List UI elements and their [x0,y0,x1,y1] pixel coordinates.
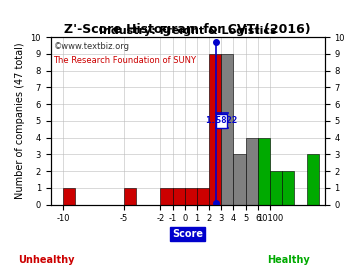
Title: Z'-Score Histogram for CVTI (2016): Z'-Score Histogram for CVTI (2016) [64,23,311,36]
Y-axis label: Number of companies (47 total): Number of companies (47 total) [15,43,25,199]
Text: Unhealthy: Unhealthy [19,255,75,265]
Bar [197,188,209,204]
Bar [63,188,75,204]
Text: The Research Foundation of SUNY: The Research Foundation of SUNY [54,56,197,65]
X-axis label: Score: Score [172,229,203,239]
Bar [221,54,233,204]
Bar [172,188,185,204]
Bar [233,154,246,204]
Bar [306,154,319,204]
Bar [124,188,136,204]
Bar [270,171,282,204]
Bar [246,138,258,204]
Bar [209,54,221,204]
Bar [160,188,172,204]
Bar [185,188,197,204]
Text: Healthy: Healthy [267,255,309,265]
FancyBboxPatch shape [216,114,227,128]
Bar [282,171,294,204]
Text: 1.5822: 1.5822 [205,116,238,125]
Text: ©www.textbiz.org: ©www.textbiz.org [54,42,130,51]
Bar [258,138,270,204]
Text: Industry: Freight & Logistics: Industry: Freight & Logistics [99,26,276,36]
